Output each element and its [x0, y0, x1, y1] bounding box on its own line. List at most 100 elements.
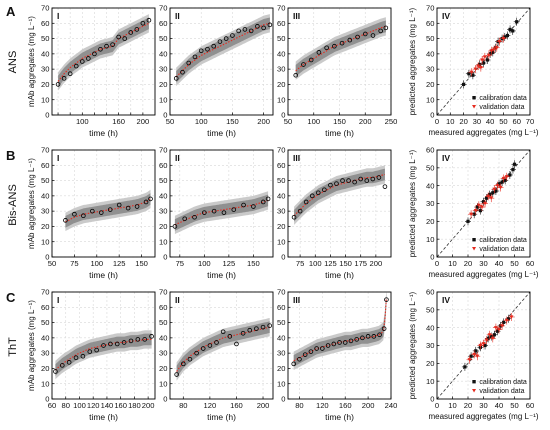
y-tick-label: 40: [277, 191, 285, 200]
x-tick-label: 75: [296, 259, 304, 268]
y-tick-label: 60: [426, 146, 434, 155]
row-a-panel-iii: 50 100 150 200 250 0 10 20 30 40 50 60 70 III time (h): [277, 4, 397, 138]
validation-point: [492, 187, 497, 192]
measured-point: [248, 28, 254, 34]
measured-point: [135, 337, 141, 342]
y-tick-label: 40: [426, 323, 434, 332]
measured-point: [55, 82, 61, 87]
y-tick-label: 50: [41, 176, 49, 185]
measured-point: [370, 33, 376, 38]
y-tick-label: 20: [159, 80, 167, 89]
axis-ticks: 75 100 125 150 175 200 0 10 20 30 40 50 60 70: [277, 146, 382, 268]
calibration-point: [481, 61, 486, 65]
validation-point: [495, 184, 500, 188]
validation-point: [497, 327, 501, 332]
y-tick-label: 20: [426, 217, 434, 226]
calibration-point: [463, 365, 467, 369]
x-tick-label: 20: [459, 117, 467, 126]
measured-point: [180, 361, 186, 367]
validation-point: [475, 354, 480, 359]
y-tick-label: 60: [426, 288, 434, 297]
y-tick-label: 50: [426, 305, 434, 314]
measured-point: [94, 347, 99, 353]
y-tick-label: 70: [277, 4, 285, 13]
calibration-point: [486, 336, 490, 340]
row-b-panel-iii: 75 100 125 150 175 200 0 10 20 30 40 50 60 70 III time …: [277, 146, 392, 280]
measured-point: [251, 204, 256, 209]
x-tick-label: 150: [339, 259, 352, 268]
validation-point: [494, 46, 499, 50]
validation-point: [501, 176, 506, 181]
axis-ticks: 0 10 20 30 40 50 60 70 0 10 20 30 40 50 60 70: [426, 4, 534, 126]
measured-point: [316, 50, 322, 55]
validation-point: [481, 342, 486, 346]
validation-point: [478, 66, 483, 70]
y-tick-label: 40: [41, 191, 49, 200]
measured-point: [267, 323, 272, 328]
measured-point: [352, 179, 357, 185]
y-tick-label: 50: [277, 318, 285, 327]
validation-point: [467, 358, 472, 362]
x-tick-label: 50: [499, 117, 507, 126]
measured-point: [114, 341, 120, 347]
y-tick-label: 40: [41, 49, 49, 58]
validation-point: [479, 205, 484, 210]
y-axis-label: mAb aggregates (mg L⁻¹): [27, 300, 36, 391]
row-c-panel-iv: calibration data validation data 0 10 20 30 40…: [408, 288, 539, 421]
plot-frame: [51, 7, 156, 116]
calibration-point: [495, 329, 500, 333]
row-name-tht: ThT: [7, 337, 19, 357]
x-tick-label: 80: [62, 401, 70, 410]
y-axis-label: predicted aggregates (mg L⁻¹): [408, 291, 417, 399]
x-tick-label: 100: [73, 401, 86, 410]
y-tick-label: 40: [159, 191, 167, 200]
plot-frame: [169, 149, 274, 258]
measured-point: [122, 36, 128, 41]
calibration-point: [485, 196, 489, 200]
measured-point: [173, 76, 179, 81]
measured-point: [110, 42, 115, 47]
measured-point: [377, 332, 382, 338]
validation-point: [500, 324, 505, 328]
x-tick-label: 20: [464, 259, 472, 268]
y-tick-label: 20: [277, 80, 285, 89]
y-tick-label: 10: [426, 377, 434, 386]
measured-point: [261, 25, 266, 31]
x-tick-label: 120: [204, 401, 217, 410]
y-tick-label: 50: [41, 34, 49, 43]
y-tick-label: 0: [45, 253, 49, 262]
measured-point: [383, 25, 389, 31]
uncertainty-band-inner: [55, 333, 152, 376]
measured-point: [322, 187, 327, 193]
legend-calibration-label: calibration data: [479, 379, 527, 386]
x-tick-label: 60: [48, 401, 56, 410]
y-tick-label: 0: [163, 395, 167, 404]
calibration-point: [497, 182, 501, 186]
measured-point: [260, 324, 266, 330]
measured-point: [231, 207, 237, 212]
y-tick-label: 60: [41, 303, 49, 312]
measured-point: [67, 71, 73, 77]
validation-point: [489, 196, 494, 201]
plot-frame: [51, 291, 156, 400]
x-tick-label: 0: [435, 401, 439, 410]
y-tick-label: 30: [426, 199, 434, 208]
plot-frame: [287, 149, 392, 258]
y-tick-label: 20: [159, 222, 167, 231]
x-tick-label: 160: [339, 401, 352, 410]
validation-point: [476, 64, 481, 69]
validation-point: [478, 343, 483, 348]
calibration-point: [478, 209, 482, 213]
measured-point: [260, 199, 266, 205]
y-tick-label: 70: [41, 4, 49, 13]
measured-point: [371, 334, 377, 339]
x-tick-label: 70: [526, 117, 534, 126]
y-tick-label: 20: [426, 359, 434, 368]
measured-point: [214, 340, 219, 345]
measured-point: [354, 337, 359, 342]
measured-point: [303, 199, 309, 205]
y-tick-label: 70: [159, 4, 167, 13]
row-name-bis-ans: Bis-ANS: [7, 184, 19, 226]
